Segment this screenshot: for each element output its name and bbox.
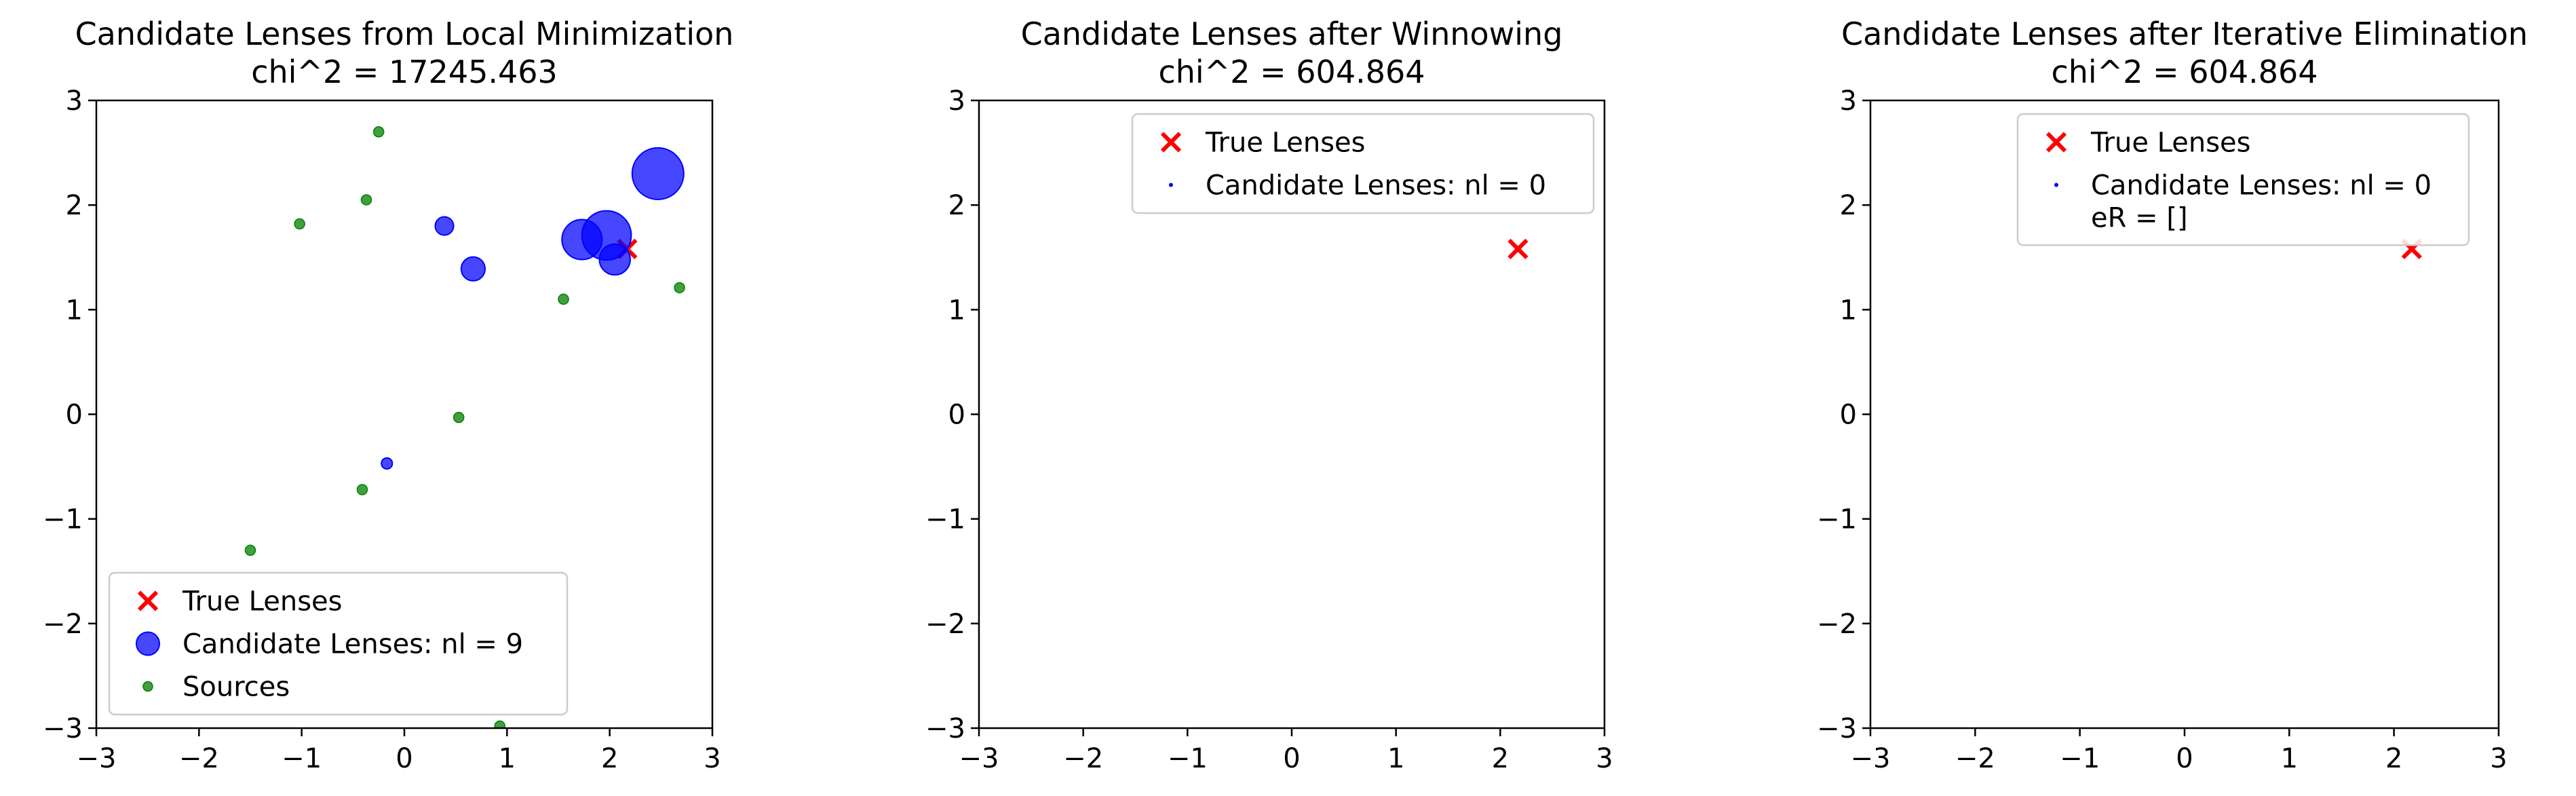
y-tick-label: 2	[66, 190, 83, 221]
legend-label: Candidate Lenses: nl = 0	[2091, 170, 2431, 202]
x-tick-label: −1	[2060, 743, 2100, 774]
source-point	[356, 484, 368, 495]
candidate-lens-point	[598, 243, 631, 276]
true-lens-marker-stroke-b	[1507, 238, 1529, 260]
legend-label: Candidate Lenses: nl = 9	[182, 629, 523, 660]
source-point	[244, 544, 256, 556]
legend-true-lens-icon-stroke-b	[1160, 132, 1182, 153]
x-tick-label: −1	[1168, 743, 1208, 774]
y-tick-label: −2	[925, 609, 965, 640]
legend-true-lens-icon	[1160, 132, 1182, 153]
legend-source-icon	[142, 681, 153, 692]
chart-title: Candidate Lenses after Winnowing	[1021, 16, 1563, 52]
x-tick-label: 1	[499, 743, 516, 774]
y-tick-label: −3	[925, 713, 965, 744]
true-lens-marker	[1507, 238, 1529, 260]
x-tick-label: 0	[396, 743, 412, 774]
y-tick-label: 2	[948, 190, 965, 221]
chart-panel-3: Candidate Lenses after Iterative Elimina…	[1817, 16, 2528, 774]
legend-label: Sources	[182, 672, 290, 703]
x-tick-label: 3	[1596, 743, 1613, 774]
candidate-lens-point	[460, 256, 486, 282]
chart-title: Candidate Lenses after Iterative Elimina…	[1841, 16, 2528, 52]
x-tick-label: −1	[282, 743, 322, 774]
source-point	[360, 194, 372, 206]
legend-label: True Lenses	[2090, 128, 2251, 159]
y-tick-label: −3	[1817, 713, 1857, 744]
y-tick-label: −1	[43, 504, 83, 535]
x-tick-label: 2	[1492, 743, 1509, 774]
legend-box	[1131, 113, 1595, 214]
y-tick-label: 3	[1840, 86, 1857, 117]
x-tick-label: 0	[1283, 743, 1300, 774]
y-tick-label: 1	[1840, 295, 1857, 326]
legend: True Lenses Candidate Lenses: nl = 0 eR =…	[2016, 113, 2470, 246]
candidate-lens-point	[434, 216, 455, 236]
x-tick-label: 3	[704, 743, 720, 774]
legend-candidate-icon	[2054, 183, 2058, 187]
legend-candidate-icon	[1169, 183, 1173, 187]
y-tick-label: −3	[43, 713, 83, 744]
chart-subtitle: chi^2 = 17245.463	[251, 54, 558, 90]
legend: True Lenses Candidate Lenses: nl = 0	[1131, 113, 1595, 214]
x-tick-label: −2	[179, 743, 219, 774]
legend-box	[108, 571, 569, 716]
x-tick-label: 0	[2176, 743, 2193, 774]
source-point	[372, 126, 385, 138]
y-tick-label: 2	[1840, 190, 1857, 221]
legend-true-lens-icon	[137, 590, 159, 611]
source-point	[494, 720, 505, 728]
legend-label: True Lenses	[182, 586, 343, 618]
source-point	[558, 293, 569, 305]
x-tick-label: 1	[1387, 743, 1404, 774]
y-tick-label: −2	[43, 609, 83, 640]
legend-label-line2: eR = []	[2091, 203, 2188, 234]
source-point	[453, 411, 465, 423]
legend-label: Candidate Lenses: nl = 0	[1206, 170, 1546, 202]
legend-label: True Lenses	[1205, 128, 1366, 159]
x-tick-label: −2	[1955, 743, 1995, 774]
candidate-lens-point	[381, 457, 393, 470]
y-tick-label: 0	[66, 400, 83, 431]
legend-candidate-icon	[136, 631, 160, 656]
candidate-lens-point	[561, 219, 603, 261]
x-tick-label: 2	[601, 743, 618, 774]
legend-true-lens-icon-stroke-b	[137, 590, 159, 611]
y-tick-label: 3	[948, 86, 965, 117]
candidate-lens-point	[631, 147, 685, 200]
chart-subtitle: chi^2 = 604.864	[1158, 54, 1425, 90]
legend-box	[2016, 113, 2470, 246]
y-tick-label: −1	[1817, 504, 1857, 535]
x-tick-label: −2	[1063, 743, 1103, 774]
x-tick-label: 1	[2281, 743, 2298, 774]
plot-area	[244, 126, 685, 728]
x-tick-label: 2	[2385, 743, 2402, 774]
legend: True Lenses Candidate Lenses: nl = 9 Sourc…	[108, 571, 569, 716]
chart-subtitle: chi^2 = 604.864	[2051, 54, 2318, 90]
source-point	[294, 218, 305, 230]
x-tick-label: −3	[959, 743, 999, 774]
y-tick-label: 0	[1840, 400, 1857, 431]
source-point	[674, 282, 685, 294]
plot-area	[1507, 238, 1529, 260]
y-tick-label: −2	[1817, 609, 1857, 640]
chart-title: Candidate Lenses from Local Minimization	[75, 16, 734, 52]
chart-panel-1: Candidate Lenses from Local Minimization…	[43, 16, 733, 774]
y-tick-label: 0	[948, 400, 965, 431]
y-tick-label: 3	[66, 86, 83, 117]
y-tick-label: −1	[925, 504, 965, 535]
x-tick-label: 3	[2490, 743, 2507, 774]
x-tick-label: −3	[1851, 743, 1891, 774]
legend-true-lens-icon-stroke-b	[2045, 132, 2067, 153]
y-tick-label: 1	[948, 295, 965, 326]
y-tick-label: 1	[66, 295, 83, 326]
x-tick-label: −3	[77, 743, 117, 774]
legend-true-lens-icon	[2045, 132, 2067, 153]
